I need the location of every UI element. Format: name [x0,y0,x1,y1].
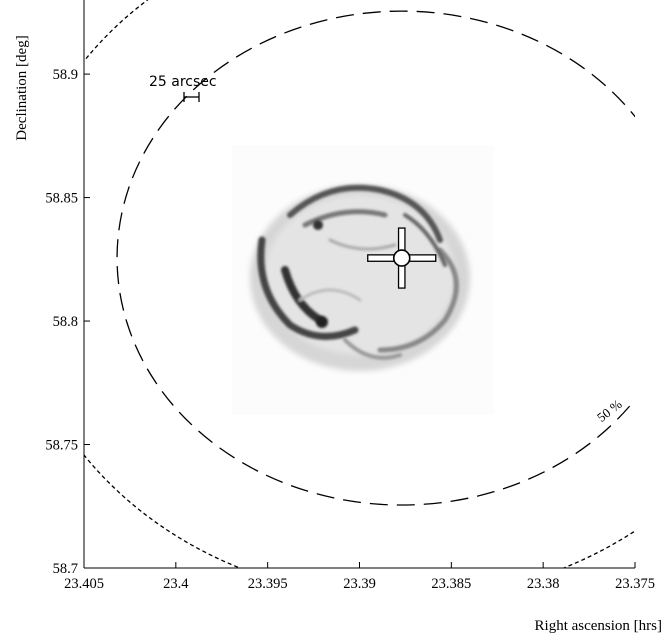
x-tick-label: 23.385 [431,576,471,592]
scale-bar-label: 25 arcsec [149,74,217,90]
contour-label-50-percent: 50 % [594,396,625,425]
marker-circle [392,249,411,267]
x-tick-label: 23.375 [615,576,655,592]
y-axis-ticks: 58.7 58.75 58.8 58.85 58.9 [45,67,90,577]
y-tick-label: 58.85 [45,191,78,207]
y-tick-label: 58.9 [53,67,78,83]
x-tick-label: 23.38 [527,576,560,592]
y-tick-label: 58.8 [53,314,78,330]
y-tick-label: 58.75 [45,438,78,454]
x-tick-label: 23.4 [163,576,189,592]
scale-bar: 25 arcsec [149,74,217,102]
source-position-marker [367,227,437,289]
x-axis-ticks: 23.405 23.4 23.395 23.39 23.385 23.38 23.375 [64,562,655,592]
confidence-contours [84,0,635,568]
x-axis-title: Right ascension [hrs] [535,618,662,634]
contour-50-percent [116,10,635,506]
y-tick-label: 58.7 [53,561,78,577]
x-tick-label: 23.405 [64,576,104,592]
y-axis-title: Declination [deg] [14,35,30,140]
x-tick-label: 23.39 [343,576,376,592]
remnant-image [232,145,494,415]
x-tick-label: 23.395 [248,576,288,592]
contour-labels: 50 %68 % [594,396,625,425]
